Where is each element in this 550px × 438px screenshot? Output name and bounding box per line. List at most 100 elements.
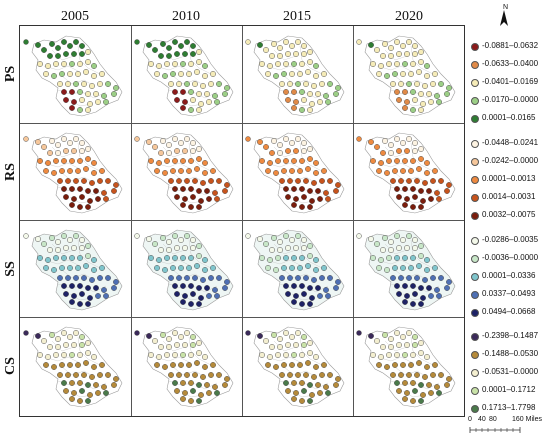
city-point [295, 275, 301, 281]
city-point [212, 384, 218, 390]
city-point [307, 146, 313, 152]
district-boundary [299, 239, 323, 269]
city-point [59, 71, 65, 77]
city-point [388, 336, 394, 342]
city-point [402, 380, 408, 386]
city-point [263, 338, 269, 344]
city-point [356, 136, 362, 142]
city-point [55, 344, 61, 350]
city-point [412, 334, 418, 340]
region-map [356, 35, 456, 117]
city-point [79, 51, 85, 57]
city-point [418, 156, 424, 162]
city-point [87, 392, 93, 398]
district-boundary [188, 45, 212, 75]
city-point [77, 352, 83, 358]
region-map [134, 326, 234, 408]
city-point [73, 81, 79, 87]
city-point [172, 283, 178, 289]
city-point [392, 71, 398, 77]
city-point [285, 342, 291, 348]
scale-label-160: 160 Miles [512, 416, 542, 423]
city-point [75, 168, 81, 174]
city-point [414, 81, 420, 87]
legend-range: -0.0448–0.0241 [482, 138, 539, 147]
city-point [418, 285, 424, 291]
city-point [89, 374, 95, 380]
district-boundary [43, 356, 81, 364]
city-point [63, 97, 69, 103]
city-point [406, 81, 412, 87]
city-point [178, 362, 184, 368]
city-point [307, 285, 313, 291]
legend-range: -0.0881–0.0632 [482, 41, 539, 50]
city-point [319, 178, 325, 184]
city-point [49, 235, 55, 241]
city-point [69, 352, 75, 358]
map-cell-cs-2015 [242, 317, 353, 414]
city-point [162, 267, 168, 273]
city-point [408, 362, 414, 368]
city-point [178, 140, 184, 146]
city-point [404, 99, 410, 105]
city-point [93, 188, 99, 194]
city-point [275, 255, 281, 261]
city-point [273, 73, 279, 79]
legend-swatch [471, 309, 479, 317]
city-point [410, 301, 416, 307]
city-point [105, 178, 111, 184]
city-point [279, 178, 285, 184]
city-point [287, 178, 293, 184]
city-point [192, 372, 198, 378]
city-point [257, 236, 263, 242]
city-point [404, 390, 410, 396]
map-grid [19, 25, 465, 417]
city-point [398, 178, 404, 184]
city-point [370, 352, 376, 358]
city-point [301, 291, 307, 297]
city-point [416, 166, 422, 172]
city-point [210, 71, 216, 77]
city-point [97, 275, 103, 281]
city-point [204, 188, 210, 194]
city-point [71, 293, 77, 299]
city-point [376, 265, 382, 271]
city-point [307, 156, 313, 162]
city-point [380, 344, 386, 350]
city-point [158, 344, 164, 350]
city-point [69, 396, 75, 402]
city-point [180, 89, 186, 95]
city-point [69, 202, 75, 208]
district-boundary [154, 259, 192, 267]
map-cell-ps-2005 [20, 26, 131, 123]
row-label-cs: CS [3, 357, 18, 375]
city-point [275, 61, 281, 67]
city-point [23, 330, 29, 336]
city-point [184, 330, 190, 336]
city-point [154, 265, 160, 271]
city-point [245, 233, 251, 239]
city-point [49, 332, 55, 338]
city-point [388, 142, 394, 148]
city-point [319, 81, 325, 87]
city-point [394, 283, 400, 289]
city-point [89, 83, 95, 89]
district-boundary [188, 239, 212, 269]
district-boundary [51, 340, 75, 352]
city-point [408, 265, 414, 271]
city-point [81, 372, 87, 378]
city-point [188, 255, 194, 261]
city-point [313, 354, 319, 360]
city-point [432, 362, 438, 368]
city-point [85, 91, 91, 97]
city-point [148, 255, 154, 261]
district-boundary [265, 162, 303, 170]
city-point [368, 139, 374, 145]
city-point [69, 255, 75, 261]
city-point [172, 61, 178, 67]
city-point [184, 178, 190, 184]
city-point [190, 237, 196, 243]
city-point [83, 69, 89, 75]
city-point [73, 233, 79, 239]
city-point [180, 202, 186, 208]
